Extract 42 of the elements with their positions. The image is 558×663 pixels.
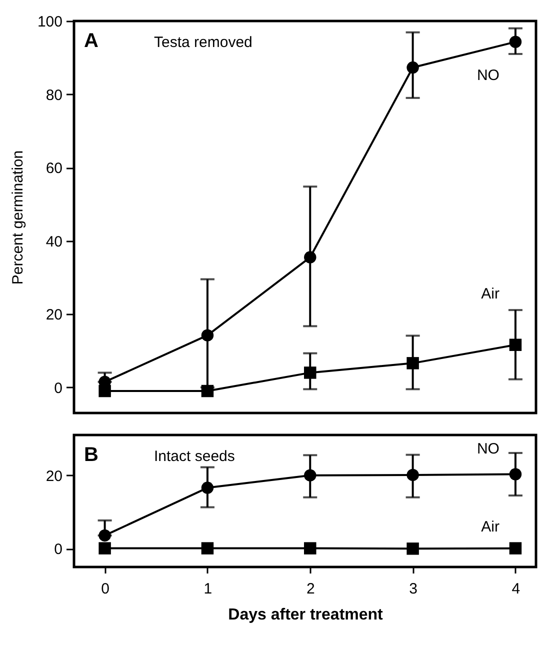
point [509,36,522,48]
y-axis-title: Percent germination [9,150,26,285]
series-label: Air [481,518,500,536]
x-axis-title: Days after treatment [228,606,384,624]
point [406,61,419,74]
point [304,542,316,554]
point [406,542,419,555]
point [509,338,522,351]
y-tick-label: 20 [46,468,62,485]
annotation: A [84,30,98,52]
y-tick-label: 0 [54,541,62,558]
point [304,251,316,264]
annotation: Testa removed [154,34,252,51]
point [201,329,214,342]
point [509,468,522,480]
point [98,529,111,542]
point [201,542,214,554]
annotation: Intact seeds [154,448,235,465]
y-tick-label: 60 [46,160,62,178]
x-tick-label: 0 [101,580,110,598]
y-tick-label: 0 [54,380,62,397]
series-label: NO [476,66,500,84]
point [98,542,111,554]
text: Air [481,286,500,303]
x-tick-label: 1 [204,580,212,598]
x-tick-label: 2 [306,580,315,598]
point [201,384,214,398]
x-tick-label: 4 [512,580,520,598]
x-tick-label: 3 [409,580,418,598]
y-tick-label: 40 [46,233,62,250]
point [201,482,214,494]
point [406,357,419,370]
point [304,469,316,482]
point [304,366,316,379]
annotation: B [84,444,98,466]
point [509,542,522,554]
point [98,384,111,398]
series-label: NO [476,440,500,458]
y-tick-label: 100 [37,14,62,30]
y-tick-label: 80 [46,86,62,104]
y-tick-label: 20 [46,306,62,324]
point [406,468,419,482]
